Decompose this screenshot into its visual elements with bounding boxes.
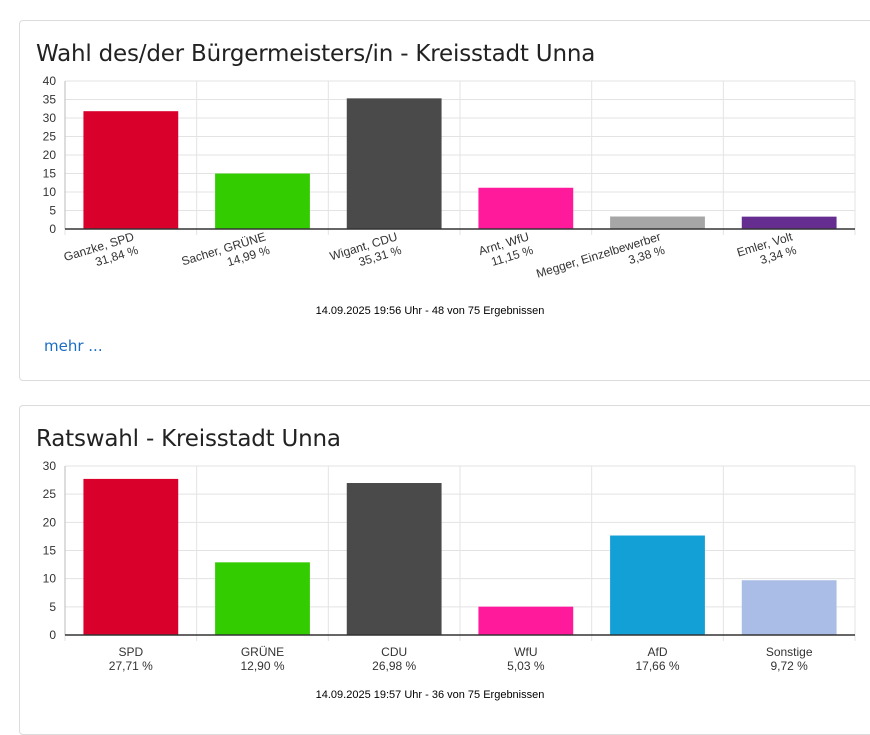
more-link[interactable]: mehr ...	[44, 337, 103, 355]
x-tick-label: CDU	[381, 645, 407, 659]
y-tick-label: 30	[43, 459, 57, 473]
x-tick-label: GRÜNE	[241, 645, 284, 659]
bar	[478, 187, 574, 229]
y-tick-label: 5	[49, 600, 56, 614]
data-label: 17,66 %	[635, 659, 679, 673]
x-tick-label: WfU	[514, 645, 537, 659]
data-label: 26,98 %	[372, 659, 416, 673]
bar	[215, 173, 310, 229]
data-label: 12,90 %	[240, 659, 284, 673]
bar	[346, 98, 442, 229]
y-tick-label: 40	[43, 74, 57, 88]
y-tick-label: 15	[43, 167, 57, 181]
data-label: 9,72 %	[770, 659, 808, 673]
bar	[741, 580, 837, 635]
bar	[741, 216, 837, 229]
bar	[83, 478, 179, 635]
x-tick-label: AfD	[647, 645, 667, 659]
y-tick-label: 20	[43, 148, 57, 162]
data-label: 27,71 %	[109, 659, 153, 673]
bar	[83, 111, 179, 229]
x-tick-label: Sonstige	[766, 645, 813, 659]
y-tick-label: 25	[43, 487, 57, 501]
bar	[610, 216, 705, 229]
x-tick-label: SPD	[118, 645, 143, 659]
data-label: 5,03 %	[507, 659, 545, 673]
y-tick-label: 0	[49, 628, 56, 642]
bar	[346, 483, 442, 635]
y-tick-label: 30	[43, 111, 57, 125]
bar	[478, 606, 574, 635]
y-tick-label: 0	[49, 222, 56, 236]
bar	[610, 535, 705, 635]
y-tick-label: 5	[49, 204, 56, 218]
chart-footer-note: 14.09.2025 19:57 Uhr - 36 von 75 Ergebni…	[315, 689, 545, 701]
y-tick-label: 20	[43, 515, 57, 529]
y-tick-label: 15	[43, 544, 57, 558]
y-tick-label: 10	[43, 185, 57, 199]
y-tick-label: 25	[43, 130, 57, 144]
card-title: Ratswahl - Kreisstadt Unna	[36, 426, 341, 452]
card-title: Wahl des/der Bürgermeisters/in - Kreisst…	[36, 41, 596, 67]
y-tick-label: 35	[43, 93, 57, 107]
chart-footer-note: 14.09.2025 19:56 Uhr - 48 von 75 Ergebni…	[315, 305, 545, 317]
bar	[215, 562, 310, 635]
y-tick-label: 10	[43, 572, 57, 586]
